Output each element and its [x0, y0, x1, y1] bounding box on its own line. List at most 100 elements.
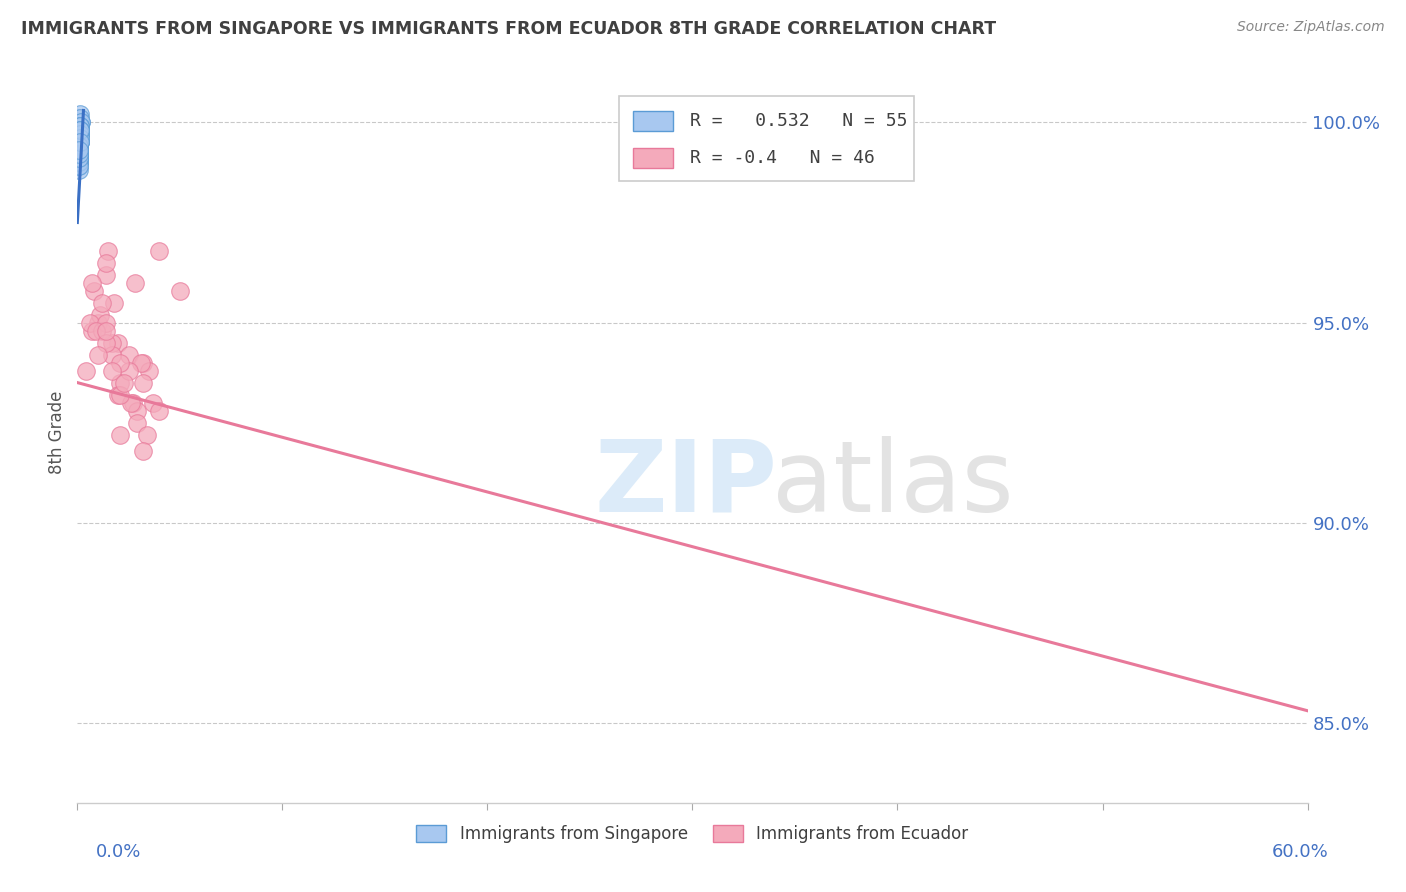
- Point: [69, 128, 91, 142]
- Point: [101, 348, 124, 362]
- Point: [69, 120, 91, 134]
- Point: [69, 128, 91, 142]
- Point: [84, 324, 107, 338]
- Point: [67, 139, 90, 153]
- Point: [67, 152, 90, 166]
- Point: [101, 363, 124, 377]
- Point: [83, 284, 105, 298]
- Point: [75, 363, 97, 377]
- Text: R = -0.4   N = 46: R = -0.4 N = 46: [690, 149, 875, 167]
- Text: R =   0.532   N = 55: R = 0.532 N = 55: [690, 112, 907, 130]
- Point: [67, 120, 90, 134]
- Legend: Immigrants from Singapore, Immigrants from Ecuador: Immigrants from Singapore, Immigrants fr…: [409, 819, 976, 850]
- Point: [69, 136, 91, 150]
- Point: [69, 123, 91, 137]
- Point: [67, 152, 90, 166]
- Point: [67, 152, 90, 166]
- Point: [70, 115, 93, 129]
- Text: 0.0%: 0.0%: [96, 843, 141, 861]
- Point: [67, 139, 90, 153]
- Point: [110, 355, 132, 369]
- Point: [67, 131, 90, 145]
- Point: [69, 123, 91, 137]
- Point: [69, 123, 91, 137]
- Point: [132, 355, 155, 369]
- Point: [169, 284, 191, 298]
- Point: [69, 136, 91, 150]
- Point: [107, 387, 129, 401]
- Point: [67, 155, 90, 169]
- Point: [67, 160, 90, 174]
- Text: IMMIGRANTS FROM SINGAPORE VS IMMIGRANTS FROM ECUADOR 8TH GRADE CORRELATION CHART: IMMIGRANTS FROM SINGAPORE VS IMMIGRANTS …: [21, 20, 997, 37]
- Point: [125, 416, 148, 430]
- Point: [142, 395, 165, 409]
- Point: [94, 324, 117, 338]
- Point: [125, 403, 148, 417]
- Point: [97, 244, 120, 258]
- Point: [69, 107, 91, 121]
- Text: 60.0%: 60.0%: [1272, 843, 1329, 861]
- Point: [67, 144, 90, 158]
- Point: [69, 131, 91, 145]
- Point: [67, 147, 90, 161]
- Point: [121, 395, 143, 409]
- Point: [103, 295, 125, 310]
- Point: [67, 131, 90, 145]
- Point: [67, 144, 90, 158]
- Point: [69, 112, 91, 126]
- Point: [69, 136, 91, 150]
- Point: [94, 268, 117, 282]
- Point: [67, 147, 90, 161]
- Point: [80, 276, 103, 290]
- Point: [69, 136, 91, 150]
- Point: [67, 144, 90, 158]
- Point: [120, 395, 142, 409]
- Point: [67, 155, 90, 169]
- Point: [69, 120, 91, 134]
- Point: [89, 308, 111, 322]
- Point: [69, 115, 91, 129]
- Point: [79, 316, 101, 330]
- Point: [136, 427, 159, 442]
- Point: [67, 147, 90, 161]
- Point: [67, 163, 90, 178]
- Point: [67, 136, 90, 150]
- Point: [67, 128, 90, 142]
- Point: [69, 123, 91, 137]
- Point: [80, 324, 103, 338]
- Point: [124, 276, 146, 290]
- Point: [132, 376, 155, 390]
- Point: [90, 324, 114, 338]
- Point: [94, 316, 117, 330]
- Point: [67, 139, 90, 153]
- Point: [69, 128, 91, 142]
- Point: [67, 112, 90, 126]
- Point: [129, 355, 152, 369]
- Point: [67, 155, 90, 169]
- FancyBboxPatch shape: [634, 147, 673, 169]
- Point: [87, 348, 110, 362]
- Point: [69, 131, 91, 145]
- Point: [94, 255, 117, 269]
- Point: [117, 363, 139, 377]
- Y-axis label: 8th Grade: 8th Grade: [48, 391, 66, 475]
- Point: [138, 363, 160, 377]
- Point: [114, 376, 136, 390]
- Text: ZIP: ZIP: [595, 436, 778, 533]
- Point: [90, 295, 114, 310]
- Point: [69, 128, 91, 142]
- Text: atlas: atlas: [772, 436, 1014, 533]
- Point: [69, 123, 91, 137]
- Point: [101, 335, 124, 350]
- Point: [110, 376, 132, 390]
- Point: [94, 335, 117, 350]
- Bar: [619, 95, 914, 181]
- Point: [67, 139, 90, 153]
- Point: [67, 160, 90, 174]
- Point: [107, 335, 129, 350]
- Point: [69, 123, 91, 137]
- Point: [132, 443, 155, 458]
- Point: [67, 131, 90, 145]
- Point: [67, 136, 90, 150]
- Text: Source: ZipAtlas.com: Source: ZipAtlas.com: [1237, 20, 1385, 34]
